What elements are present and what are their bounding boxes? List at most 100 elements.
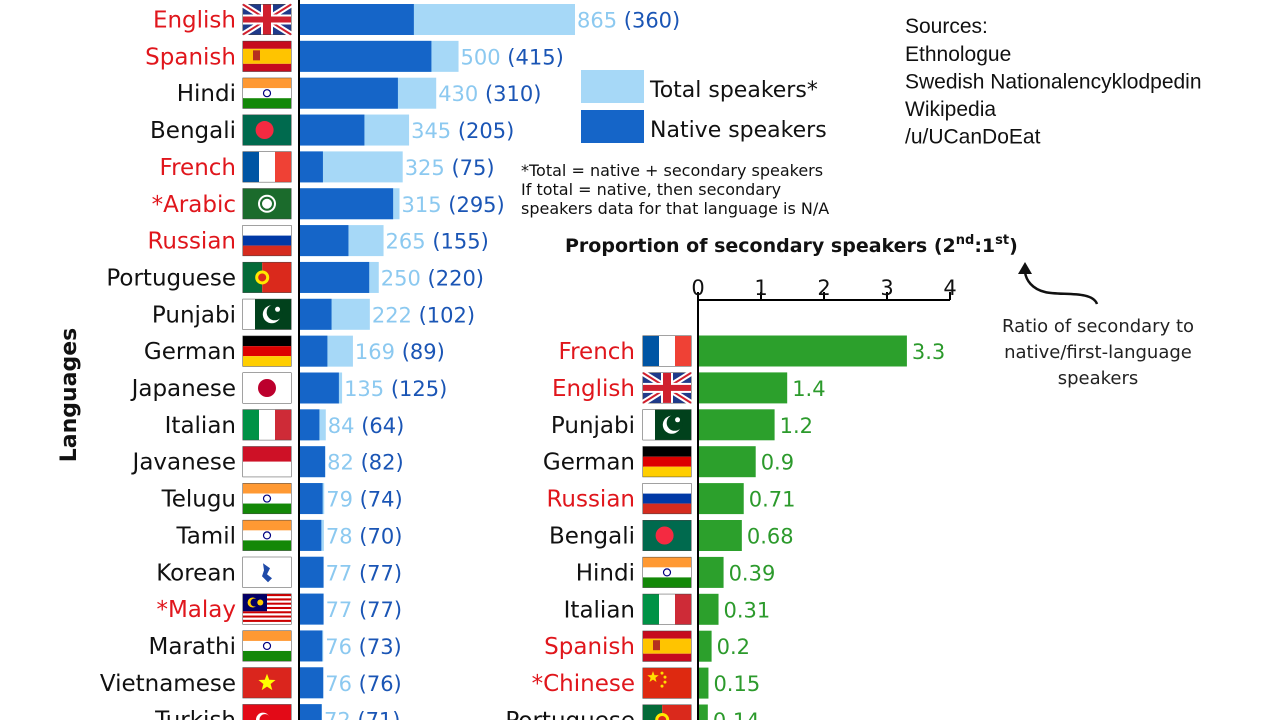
secondary-bar — [699, 556, 724, 588]
language-label: Bengali — [150, 118, 236, 144]
language-label: German — [543, 450, 635, 476]
flag-part — [243, 540, 291, 551]
total-value: 500 — [461, 45, 501, 69]
flag-part — [243, 613, 291, 616]
flag-part — [243, 530, 291, 541]
flag-part — [243, 640, 291, 651]
language-label: Hindi — [177, 81, 236, 107]
native-bar — [299, 114, 365, 146]
flag-part — [258, 273, 267, 282]
flag-part — [643, 577, 691, 588]
flag-part — [262, 89, 272, 98]
ratio-value-label: 0.39 — [729, 561, 776, 585]
flag-icon — [242, 261, 292, 293]
flag-part — [643, 446, 691, 457]
value-label: 84 (64) — [328, 414, 405, 438]
flag-icon — [642, 409, 692, 441]
flag-icon — [642, 630, 692, 662]
value-label: 72 (71) — [324, 709, 401, 720]
flag-icon — [642, 335, 692, 367]
ratio-value-label: 0.71 — [749, 488, 796, 512]
legend-swatch-native — [581, 110, 644, 143]
flag-icon — [242, 667, 292, 699]
flag-part — [243, 503, 291, 514]
flag-part — [243, 225, 291, 236]
arrow-head-icon — [1018, 262, 1032, 274]
flag-part — [275, 151, 291, 182]
flag-icon — [242, 483, 292, 515]
native-bar — [299, 667, 324, 699]
language-label: *Chinese — [532, 671, 635, 697]
total-value: 76 — [325, 672, 352, 696]
language-label: Hindi — [576, 560, 635, 586]
flag-part — [663, 680, 667, 684]
native-value: (415) — [501, 45, 564, 69]
flag-part — [243, 615, 291, 618]
flag-part — [675, 417, 681, 423]
value-label: 76 (73) — [325, 635, 402, 659]
flag-part — [257, 599, 264, 606]
secondary-chart-title: Proportion of secondary speakers (2nd:1s… — [565, 233, 1018, 257]
flag-icon — [642, 704, 692, 720]
total-value: 345 — [411, 119, 451, 143]
total-value: 77 — [326, 561, 353, 585]
native-value: (82) — [354, 451, 404, 475]
flag-icon — [642, 593, 692, 625]
flag-part — [675, 336, 691, 366]
native-value: (77) — [352, 598, 402, 622]
language-label: German — [144, 339, 236, 365]
value-label: 169 (89) — [355, 340, 445, 364]
secondary-bar — [699, 372, 788, 404]
flag-part — [259, 409, 275, 440]
legend-swatch-total — [581, 70, 644, 103]
flag-part — [243, 356, 291, 367]
flag-part — [658, 716, 667, 720]
flag-part — [243, 98, 291, 109]
ratio-value-label: 1.4 — [792, 377, 825, 401]
flag-part — [659, 336, 675, 366]
flag-part — [262, 563, 272, 583]
flag-part — [243, 151, 259, 182]
native-bar — [299, 225, 349, 257]
total-value: 82 — [327, 451, 354, 475]
flag-part — [643, 456, 691, 467]
ratio-value-label: 0.2 — [717, 635, 750, 659]
total-value: 84 — [328, 414, 355, 438]
flag-part — [275, 409, 291, 440]
ratio-value-label: 1.2 — [780, 414, 813, 438]
flag-part — [243, 520, 291, 531]
native-value: (70) — [353, 524, 403, 548]
flag-icon — [242, 188, 292, 220]
total-value: 78 — [326, 524, 353, 548]
flag-part — [653, 640, 660, 651]
flag-part — [262, 641, 272, 651]
flag-part — [243, 493, 291, 504]
flag-icon — [242, 77, 292, 109]
value-label: 430 (310) — [438, 82, 541, 106]
flag-icon — [242, 335, 292, 367]
tick-label: 2 — [817, 276, 830, 300]
flag-part — [643, 557, 691, 568]
flag-part — [262, 494, 272, 503]
flag-part — [660, 684, 664, 688]
flag-part — [263, 4, 271, 35]
flag-part — [243, 619, 291, 622]
flag-icon — [242, 40, 292, 72]
native-value: (295) — [442, 193, 505, 217]
language-label: French — [160, 155, 236, 181]
flag-part — [259, 151, 275, 182]
language-label: Spanish — [145, 44, 236, 70]
flag-part — [643, 631, 691, 639]
native-bar — [299, 409, 320, 441]
value-label: 82 (82) — [327, 451, 404, 475]
total-value: 77 — [326, 598, 353, 622]
value-label: 77 (77) — [326, 598, 403, 622]
native-value: (76) — [352, 672, 402, 696]
annotation-arrow — [1023, 271, 1099, 305]
flag-part — [666, 414, 683, 431]
source-line: /u/UCanDoEat — [905, 126, 1041, 149]
language-label: Bengali — [549, 524, 635, 550]
flag-part — [659, 594, 675, 625]
secondary-bar — [699, 446, 756, 478]
